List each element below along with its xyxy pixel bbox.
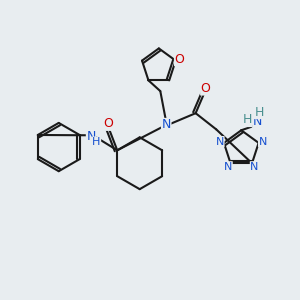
Text: N: N bbox=[250, 162, 259, 172]
Text: N: N bbox=[86, 130, 96, 143]
Text: N: N bbox=[161, 118, 171, 131]
Text: N: N bbox=[216, 136, 224, 147]
Text: N: N bbox=[253, 115, 262, 128]
Text: H: H bbox=[92, 137, 100, 147]
Text: H: H bbox=[242, 113, 252, 127]
Text: N: N bbox=[259, 136, 267, 147]
Text: H: H bbox=[254, 106, 264, 118]
Text: O: O bbox=[175, 53, 184, 66]
Text: O: O bbox=[201, 82, 211, 95]
Text: O: O bbox=[103, 117, 113, 130]
Text: N: N bbox=[224, 162, 232, 172]
